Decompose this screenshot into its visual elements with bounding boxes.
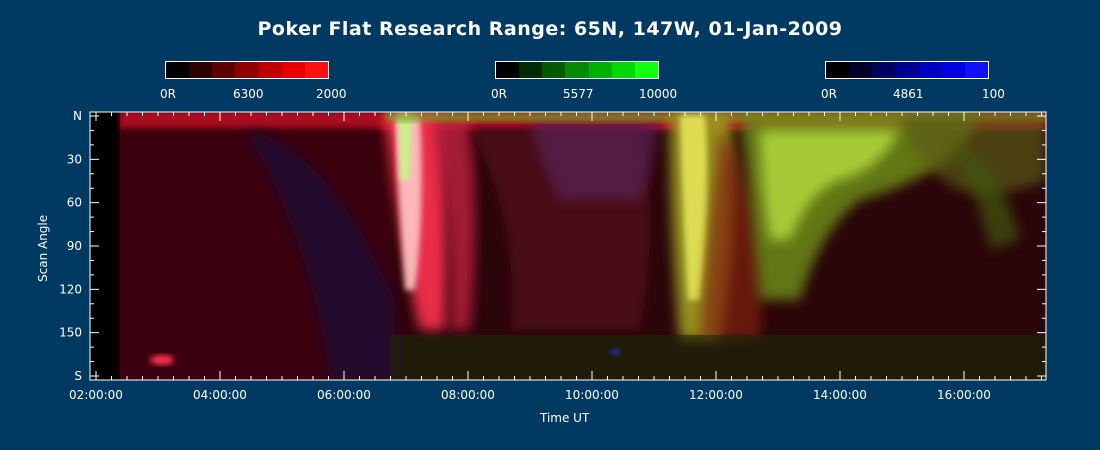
y-tick-label: 150: [59, 326, 82, 340]
colorbar-5577-min-label: 0R: [491, 87, 507, 101]
colorbar-swatch: [519, 62, 543, 78]
colorbar-swatch: [826, 62, 850, 78]
y-tick-label: 120: [59, 282, 82, 296]
colorbar-swatch: [189, 62, 213, 78]
colorbar-swatch: [634, 62, 658, 78]
y-axis-label: Scan Angle: [36, 214, 50, 282]
colorbar-5577-max-label: 10000: [639, 87, 678, 101]
colorbar-6300: [165, 61, 329, 79]
x-tick-label: 16:00:00: [937, 388, 991, 402]
colorbar-swatch: [258, 62, 282, 78]
colorbar-4861-wavelength-label: 4861: [893, 87, 924, 101]
colorbar-swatch: [565, 62, 589, 78]
y-tick-label: 60: [67, 196, 82, 210]
colorbar-swatch: [964, 62, 988, 78]
colorbar-swatch: [611, 62, 635, 78]
colorbar-6300-max-label: 2000: [316, 87, 347, 101]
colorbar-swatch: [496, 62, 520, 78]
colorbar-swatch: [212, 62, 236, 78]
x-tick-label: 08:00:00: [441, 388, 495, 402]
colorbar-4861: [825, 61, 989, 79]
x-tick-label: 10:00:00: [565, 388, 619, 402]
colorbar-5577: [495, 61, 659, 79]
colorbar-4861-min-label: 0R: [821, 87, 837, 101]
y-tick-label: 90: [67, 239, 82, 253]
colorbar-swatch: [872, 62, 896, 78]
colorbar-swatch: [542, 62, 566, 78]
colorbar-swatch: [895, 62, 919, 78]
colorbar-6300-wavelength-label: 6300: [233, 87, 264, 101]
colorbar-5577-wavelength-label: 5577: [563, 87, 594, 101]
colorbar-swatch: [166, 62, 190, 78]
x-tick-label: 14:00:00: [813, 388, 867, 402]
x-tick-label: 02:00:00: [69, 388, 123, 402]
colorbar-swatch: [304, 62, 328, 78]
x-tick-label: 04:00:00: [193, 388, 247, 402]
colorbar-swatch: [281, 62, 305, 78]
heatmap-image: [90, 112, 1046, 380]
x-axis-label: Time UT: [540, 411, 590, 425]
x-tick-label: 12:00:00: [689, 388, 743, 402]
colorbar-6300-min-label: 0R: [160, 87, 176, 101]
y-tick-label: 30: [67, 152, 82, 166]
colorbar-swatch: [588, 62, 612, 78]
colorbar-swatch: [235, 62, 259, 78]
x-tick-label: 06:00:00: [317, 388, 371, 402]
y-axis-ticks: N 30 60 90 120 150 S: [59, 109, 1046, 383]
chart-title: Poker Flat Research Range: 65N, 147W, 01…: [257, 18, 843, 40]
colorbar-4861-max-label: 100: [982, 87, 1005, 101]
colorbar-swatch: [849, 62, 873, 78]
y-tick-label: N: [73, 109, 82, 123]
x-axis-ticks: 02:00:00 04:00:00 06:00:00 08:00:00 10:00:00…: [69, 112, 1042, 402]
colorbar-swatch: [941, 62, 965, 78]
y-tick-label: S: [74, 369, 82, 383]
colorbar-swatch: [918, 62, 942, 78]
